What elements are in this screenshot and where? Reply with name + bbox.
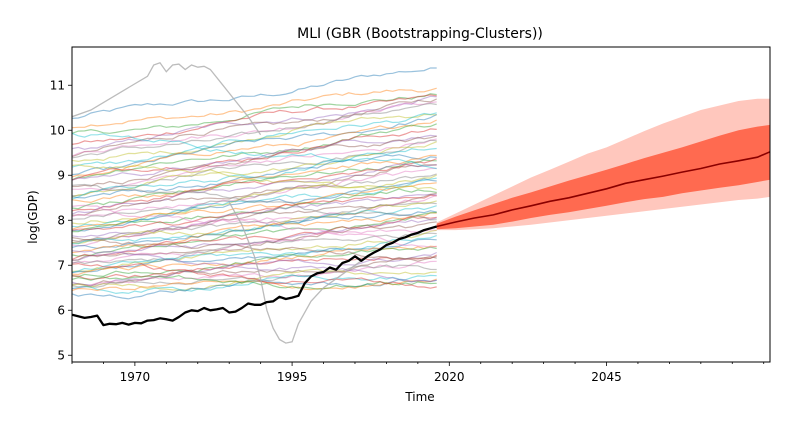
background-series-line [72, 245, 437, 276]
background-series-line [72, 154, 437, 204]
x-axis: 1970 1995 2020 2045 [71, 362, 765, 384]
background-series-line [72, 229, 437, 273]
y-tick-label: 6 [57, 303, 65, 317]
background-series-line [72, 94, 437, 145]
volatile-series-line [72, 62, 262, 136]
background-series-line [72, 154, 437, 199]
volatile-series-line [228, 201, 362, 344]
y-tick-label: 11 [50, 78, 65, 92]
background-series-line [72, 237, 437, 260]
x-tick-label: 2045 [591, 370, 622, 384]
background-series-line [72, 212, 437, 254]
background-series-line [72, 119, 437, 178]
background-series-line [72, 188, 437, 233]
background-series-line [72, 101, 437, 157]
background-series-line [72, 278, 437, 292]
background-series-line [72, 251, 437, 286]
background-series-line [72, 202, 437, 244]
y-tick-label: 9 [57, 168, 65, 182]
background-series-line [72, 229, 437, 264]
y-tick-label: 10 [50, 123, 65, 137]
background-series-line [72, 182, 437, 230]
background-series-line [72, 159, 437, 210]
y-tick-label: 5 [57, 348, 65, 362]
background-series-line [72, 128, 437, 181]
background-series-line [72, 167, 437, 218]
background-series-line [72, 210, 437, 250]
background-series-line [72, 158, 437, 212]
background-series-line [72, 235, 437, 273]
x-tick-label: 1995 [277, 370, 308, 384]
background-series-line [72, 164, 437, 191]
background-series-line [72, 221, 437, 261]
background-series-line [72, 192, 437, 243]
background-series-line [72, 113, 437, 176]
background-series-line [72, 178, 437, 232]
background-series-line [72, 200, 437, 245]
highlighted-series-line [72, 225, 438, 327]
background-series-line [72, 147, 437, 200]
background-series-line [72, 268, 437, 291]
background-series-line [72, 183, 437, 221]
background-series-line [72, 264, 437, 288]
forecast-median-line [436, 151, 770, 228]
plot-area [72, 62, 770, 344]
background-series-line [72, 141, 437, 198]
background-series-line [72, 274, 437, 290]
background-series-line [72, 134, 437, 181]
background-series-line [72, 193, 437, 238]
background-series-line [72, 102, 437, 159]
background-series-line [72, 93, 437, 134]
background-series-line [72, 139, 437, 197]
y-axis-label: log(GDP) [26, 190, 40, 243]
background-series-line [72, 254, 437, 281]
background-series-line [72, 204, 437, 248]
background-series-line [72, 112, 437, 168]
background-series-line [72, 87, 437, 129]
forecast-inner-band [436, 124, 770, 230]
x-axis-label: Time [404, 390, 434, 404]
background-series-line [72, 216, 437, 261]
background-series-line [72, 98, 437, 158]
background-series-line [72, 274, 437, 295]
background-series-line [72, 260, 437, 290]
background-series-line [72, 278, 437, 300]
y-tick-label: 7 [57, 258, 65, 272]
background-series-line [72, 135, 437, 188]
axes-frame [71, 46, 771, 363]
background-series-line [72, 262, 437, 289]
background-series-line [72, 95, 437, 150]
background-series-line [72, 163, 437, 215]
background-series-line [72, 211, 437, 257]
background-series-line [72, 173, 437, 220]
x-tick-label: 2020 [434, 370, 465, 384]
background-series-line [72, 164, 437, 216]
background-series-line [72, 217, 437, 261]
background-series-line [72, 132, 437, 170]
background-series-line [72, 250, 437, 283]
background-series-line [72, 194, 437, 231]
background-series-line [72, 138, 437, 191]
background-series-line [72, 177, 437, 228]
y-axis: 5 6 7 8 9 10 11 [50, 78, 72, 362]
y-tick-label: 8 [57, 213, 65, 227]
background-series-line [72, 123, 437, 181]
background-series-line [72, 232, 437, 265]
background-series-line [72, 174, 437, 225]
chart-title: MLI (GBR (Bootstrapping-Clusters)) [297, 26, 543, 42]
background-series-line [72, 67, 437, 119]
background-series-line [72, 205, 437, 245]
x-tick-label: 1970 [120, 370, 151, 384]
background-series-line [72, 113, 437, 163]
background-series-line [72, 255, 437, 287]
background-series-line [72, 246, 437, 278]
background-series-line [72, 194, 437, 247]
